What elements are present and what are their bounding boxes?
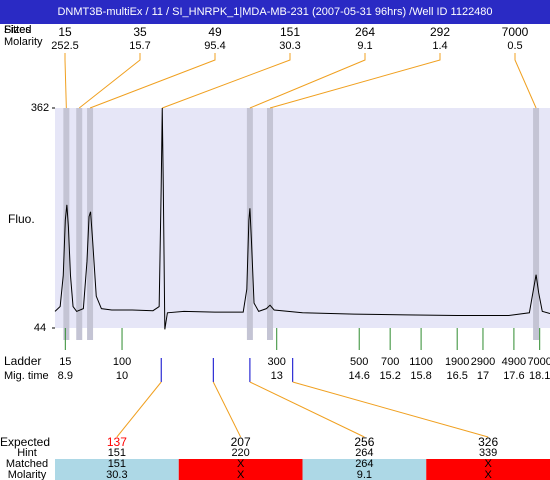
- ladder-time: 17.6: [503, 370, 524, 382]
- ladder-time: 10: [116, 370, 128, 382]
- plot-area: [55, 108, 550, 328]
- peak-connector: [514, 53, 537, 109]
- ladder-time: 15.8: [410, 370, 431, 382]
- expected-value: 256: [354, 435, 374, 449]
- peak-band: [63, 108, 70, 340]
- title: DNMT3B-multiEx / 11 / SI_HNRPK_1|MDA-MB-…: [57, 6, 492, 18]
- molarity-value: X: [484, 469, 492, 480]
- ladder-size: 700: [381, 356, 399, 368]
- ladder-size: 15: [59, 356, 71, 368]
- peak-size: 49: [208, 25, 222, 39]
- matched-value: X: [237, 458, 245, 470]
- peak-size: 7000: [502, 25, 529, 39]
- expected-value: 207: [231, 435, 251, 449]
- matched-value: 151: [108, 458, 126, 470]
- ladder-size: 300: [268, 356, 286, 368]
- ladder-label: Ladder: [4, 354, 41, 368]
- peak-molarity: 30.3: [279, 40, 300, 52]
- molarity-label: Molarity: [4, 36, 43, 48]
- peak-connector: [78, 53, 141, 109]
- ladder-time: 18.1: [529, 370, 550, 382]
- y-label: Fluo.: [8, 212, 35, 226]
- title-bar: [0, 0, 550, 24]
- mig-time-label: Mig. time: [4, 370, 49, 382]
- peak-size: 15: [58, 25, 72, 39]
- peak-connector: [162, 53, 291, 109]
- trace: [54, 107, 550, 330]
- match-cell: [55, 459, 179, 480]
- hint-value: 151: [108, 447, 126, 459]
- match-cell: [178, 459, 303, 480]
- ladder-size: 1100: [409, 356, 433, 368]
- hint-value: 220: [231, 447, 249, 459]
- expected-connector: [212, 381, 242, 438]
- peak-molarity: 15.7: [129, 40, 150, 52]
- molarity-row-label: Molarity: [8, 469, 47, 480]
- peak-band: [246, 108, 253, 340]
- expected-connector: [116, 381, 162, 438]
- y-tick-label: 362: [31, 102, 49, 114]
- expected-value: 326: [478, 435, 498, 449]
- hint-value: 339: [479, 447, 497, 459]
- molarity-value: X: [237, 469, 245, 480]
- peak-size: 292: [430, 25, 450, 39]
- peak-band: [533, 108, 540, 340]
- peak-band: [76, 108, 83, 340]
- peak-molarity: 95.4: [204, 40, 225, 52]
- peak-size: 151: [280, 25, 300, 39]
- peak-molarity: 9.1: [357, 40, 372, 52]
- ladder-size: 1900: [445, 356, 469, 368]
- peak-molarity: 1.4: [432, 40, 447, 52]
- hint-value: 264: [355, 447, 373, 459]
- match-cell: [302, 459, 427, 480]
- ladder-size: 100: [113, 356, 131, 368]
- peak-band: [87, 108, 94, 340]
- matched-value: X: [484, 458, 492, 470]
- ladder-time: 15.2: [379, 370, 400, 382]
- peak-size: 264: [355, 25, 375, 39]
- peak-molarity: 0.5: [507, 40, 522, 52]
- ladder-size: 2900: [471, 356, 495, 368]
- expected-connector: [292, 381, 489, 438]
- molarity-value: 9.1: [357, 469, 372, 480]
- peak-connector: [64, 53, 67, 109]
- ladder-time: 16.5: [446, 370, 467, 382]
- ladder-time: 14.6: [349, 370, 370, 382]
- peak-band: [267, 108, 274, 340]
- ladder-time: 13: [271, 370, 283, 382]
- ladder-size: 500: [350, 356, 368, 368]
- header-label: Fitted: [4, 24, 32, 36]
- ladder-time: 17: [477, 370, 489, 382]
- ladder-size: 7000: [527, 356, 550, 368]
- molarity-value: 30.3: [106, 469, 127, 480]
- peak-connector: [89, 53, 216, 109]
- expected-label: Expected: [0, 435, 50, 449]
- ladder-time: 8.9: [58, 370, 73, 382]
- expected-connector: [249, 381, 365, 438]
- hint-label: Hint: [17, 447, 37, 459]
- peak-molarity: 252.5: [51, 40, 79, 52]
- matched-value: 264: [355, 458, 373, 470]
- match-cell: [426, 459, 550, 480]
- y-tick-label: 44: [34, 322, 46, 334]
- peak-connector: [269, 53, 441, 109]
- peak-connector: [249, 53, 366, 109]
- ladder-size: 4900: [502, 356, 526, 368]
- peak-size: 35: [133, 25, 147, 39]
- matched-label: Matched: [6, 458, 48, 470]
- header-label: Sizes: [4, 24, 31, 36]
- expected-value: 137: [107, 435, 127, 449]
